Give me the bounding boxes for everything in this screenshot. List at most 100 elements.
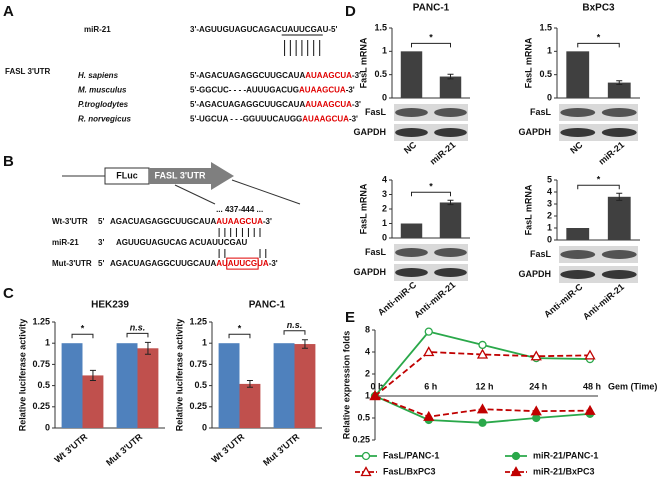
sequence-part: AU <box>216 259 228 268</box>
bar <box>218 343 240 428</box>
bar <box>400 51 423 98</box>
row-sequence: AGACUAGAGGCUUGCAUAAUAAGCUA-3' <box>110 217 272 226</box>
bar <box>439 76 462 98</box>
blot-label: FasL <box>365 107 387 117</box>
error-bar <box>616 192 623 201</box>
y-tick-label: 1 <box>547 46 552 56</box>
point <box>424 327 433 336</box>
y-tick-label: 1 <box>382 46 387 56</box>
sequence-part: AUAAGCUA <box>216 217 263 226</box>
blot-band <box>601 128 637 137</box>
y-tick-label: 0 <box>382 232 387 242</box>
y-tick-label: 1 <box>365 390 370 400</box>
chart-title: PANC-1 <box>249 300 286 311</box>
y-tick-label: 0.75 <box>32 359 50 369</box>
point <box>478 418 487 427</box>
y-tick-label: 1 <box>45 338 50 348</box>
blot-band <box>601 108 637 117</box>
blot-band <box>560 108 596 117</box>
panel-label: E <box>345 309 355 326</box>
bar <box>566 51 590 98</box>
y-tick-label: 1.5 <box>539 22 552 32</box>
blot-label: FasL <box>530 107 552 117</box>
significance-bracket <box>411 191 451 197</box>
y-tick-label: 0.75 <box>189 359 207 369</box>
bar <box>137 348 159 428</box>
significance-label: * <box>597 175 601 185</box>
y-tick-label: 4 <box>382 174 387 184</box>
site-position: ... 437-444 ... <box>216 205 263 214</box>
blot-band <box>560 128 596 137</box>
sequence-part: 5'-UGCUA - - -GGUUUCAUGG <box>190 115 302 124</box>
sequence-part: 5'-AGACUAGAGGCUUGCAUA <box>190 71 305 80</box>
significance-label: * <box>81 324 85 334</box>
x-tick-label: Wt 3'UTR <box>53 431 90 464</box>
row-sequence: AGACUAGAGGCUUGCAUAAUAUUCGUA-3' <box>110 259 278 268</box>
y-tick-label: 5 <box>547 174 552 184</box>
significance-label: * <box>597 33 601 43</box>
point <box>530 405 542 416</box>
bar <box>61 343 83 428</box>
y-tick-label: 3 <box>382 189 387 199</box>
y-tick-label: 0 <box>547 234 552 244</box>
point <box>530 350 542 361</box>
point <box>423 346 435 357</box>
x-tick-label: Anti-miR-C <box>542 281 585 319</box>
significance-bracket <box>126 332 149 338</box>
y-tick-label: 3 <box>547 198 552 208</box>
significance-bracket <box>283 330 306 335</box>
blot-band <box>434 248 467 257</box>
error-bar <box>447 199 454 206</box>
panel-label: C <box>3 285 14 302</box>
blot-label: GAPDH <box>518 269 551 279</box>
legend-label: miR-21/BxPC3 <box>533 466 595 476</box>
row-label: Mut-3'UTR <box>52 259 92 268</box>
row-end: 5' <box>98 217 104 226</box>
significance-bracket <box>71 333 94 339</box>
blot-band <box>395 268 428 277</box>
bar <box>566 228 590 240</box>
mirna-sequence: 3'-AGUUGUAGUCAGACUAUUCGAU-5' <box>190 25 337 34</box>
bar <box>82 375 104 428</box>
legend-marker <box>511 451 521 461</box>
row-label: miR-21 <box>52 238 79 247</box>
y-axis-label: FasL mRNA <box>523 37 533 88</box>
y-tick-label: 0 <box>547 92 552 102</box>
row-end: 5' <box>98 259 104 268</box>
species-name: M. musculus <box>78 86 127 95</box>
error-bar <box>301 339 308 349</box>
blot-band <box>434 108 467 117</box>
bar <box>607 196 631 240</box>
significance-label: * <box>238 324 242 334</box>
sequence-part: UAUUCGA <box>282 25 323 34</box>
legend-label: FasL/BxPC3 <box>383 466 436 476</box>
y-tick-label: 1 <box>382 218 387 228</box>
error-bar <box>616 80 623 85</box>
y-axis-label: Relative luciferase activity <box>17 319 27 432</box>
blot-band <box>560 250 596 259</box>
species-name: P.troglodytes <box>78 100 129 109</box>
x-tick-label: miR-21 <box>428 140 457 167</box>
bar <box>294 344 316 428</box>
y-tick-label: 0.25 <box>189 401 207 411</box>
utr-arrow <box>211 162 234 190</box>
blot-band <box>601 270 637 279</box>
panel-label: B <box>3 153 14 170</box>
y-axis-label: FasL mRNA <box>358 183 368 234</box>
chart-title: HEK239 <box>91 300 129 311</box>
sequence-part: AUAAGCUA <box>305 100 352 109</box>
mirna-label: miR-21 <box>84 25 111 34</box>
legend-label: miR-21/PANC-1 <box>533 450 598 460</box>
legend-marker <box>360 466 372 477</box>
sequence-part: -3' <box>346 86 355 95</box>
row-end: 3' <box>98 238 104 247</box>
point <box>369 390 381 401</box>
blot-label: GAPDH <box>353 127 386 137</box>
x-tick-label: 6 h <box>424 381 437 391</box>
bar <box>400 223 423 238</box>
blot-band <box>560 270 596 279</box>
sequence-part: AGUUGUAGUCAG ACUAUUCGAU <box>116 238 247 247</box>
legend-marker <box>361 451 371 461</box>
y-axis-label: Relative expression folds <box>341 331 351 440</box>
